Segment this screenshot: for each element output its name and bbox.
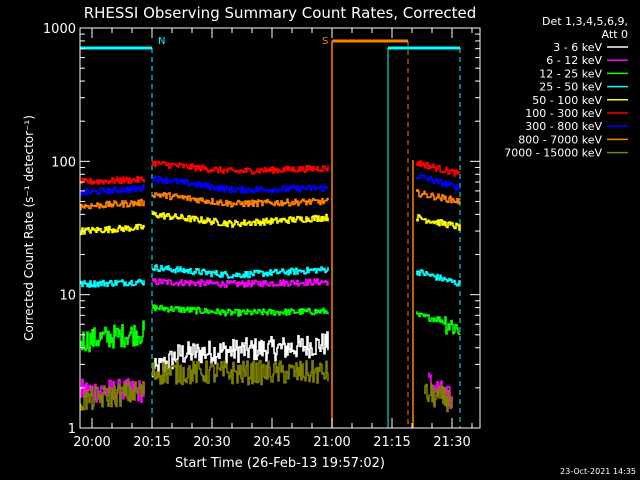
legend-label-4: 50 - 100 keV xyxy=(532,94,602,107)
legend-header-line1: Det 1,3,4,5,6,9, xyxy=(542,15,628,28)
series-7-segment-2 xyxy=(416,189,461,205)
series-4-segment-1 xyxy=(152,211,329,228)
x-tick-label: 21:15 xyxy=(373,435,410,450)
x-tick-label: 20:45 xyxy=(253,435,290,450)
series-5-segment-2 xyxy=(416,160,461,177)
series-7-segment-0 xyxy=(80,198,145,211)
series-1-segment-1 xyxy=(152,278,329,288)
legend-label-2: 12 - 25 keV xyxy=(539,67,602,80)
series-3-segment-1 xyxy=(152,264,329,279)
series-8-segment-0 xyxy=(80,381,145,411)
x-tick-label: 20:30 xyxy=(193,435,230,450)
plot-frame xyxy=(79,27,481,429)
series-2-segment-0 xyxy=(80,320,145,353)
legend-label-6: 300 - 800 keV xyxy=(525,120,602,133)
chart-title: RHESSI Observing Summary Count Rates, Co… xyxy=(84,4,477,22)
series-4-segment-0 xyxy=(80,223,145,236)
series-4-segment-2 xyxy=(416,214,461,231)
series-5-segment-0 xyxy=(80,175,145,185)
legend-label-8: 7000 - 15000 keV xyxy=(504,147,602,160)
x-tick-label: 20:00 xyxy=(73,435,110,450)
series-2-segment-2 xyxy=(416,311,461,336)
series-5-segment-1 xyxy=(152,160,329,175)
y-axis-label: Corrected Count Rate (s⁻¹ detector⁻¹) xyxy=(22,115,36,341)
series-0-segment-0 xyxy=(152,331,329,378)
x-tick-label: 20:15 xyxy=(133,435,170,450)
x-tick-label: 21:30 xyxy=(433,435,470,450)
legend-header-line2: Att 0 xyxy=(602,28,628,41)
y-tick-label: 100 xyxy=(51,155,76,170)
legend-label-5: 100 - 300 keV xyxy=(525,107,602,120)
legend-label-3: 25 - 50 keV xyxy=(539,81,602,94)
series-7-segment-1 xyxy=(152,192,329,208)
x-axis-label: Start Time (26-Feb-13 19:57:02) xyxy=(175,456,385,471)
annotation-s: S xyxy=(322,36,328,47)
annotation-n: N xyxy=(158,36,165,47)
series-8-segment-1 xyxy=(152,360,329,386)
series-8-segment-2 xyxy=(424,383,453,413)
series-2-segment-1 xyxy=(152,304,329,317)
x-tick-label: 21:00 xyxy=(313,435,350,450)
plot-area: N S 1 10 100 1000 20:00 20:15 20:30 20:45 21:00 21:… xyxy=(43,22,481,450)
legend-label-0: 3 - 6 keV xyxy=(553,41,602,54)
legend-label-1: 6 - 12 keV xyxy=(546,54,602,67)
series-6-segment-2 xyxy=(416,173,461,191)
legend-label-7: 800 - 7000 keV xyxy=(518,133,602,146)
series-3-segment-0 xyxy=(80,278,145,288)
timestamp: 23-Oct-2021 14:35 xyxy=(560,467,636,476)
y-tick-label: 1000 xyxy=(43,22,76,37)
series-6-segment-1 xyxy=(152,175,329,194)
series-3-segment-2 xyxy=(416,269,461,287)
series-6-segment-0 xyxy=(80,184,145,197)
y-tick-label: 1 xyxy=(68,422,76,437)
y-tick-label: 10 xyxy=(59,289,76,304)
